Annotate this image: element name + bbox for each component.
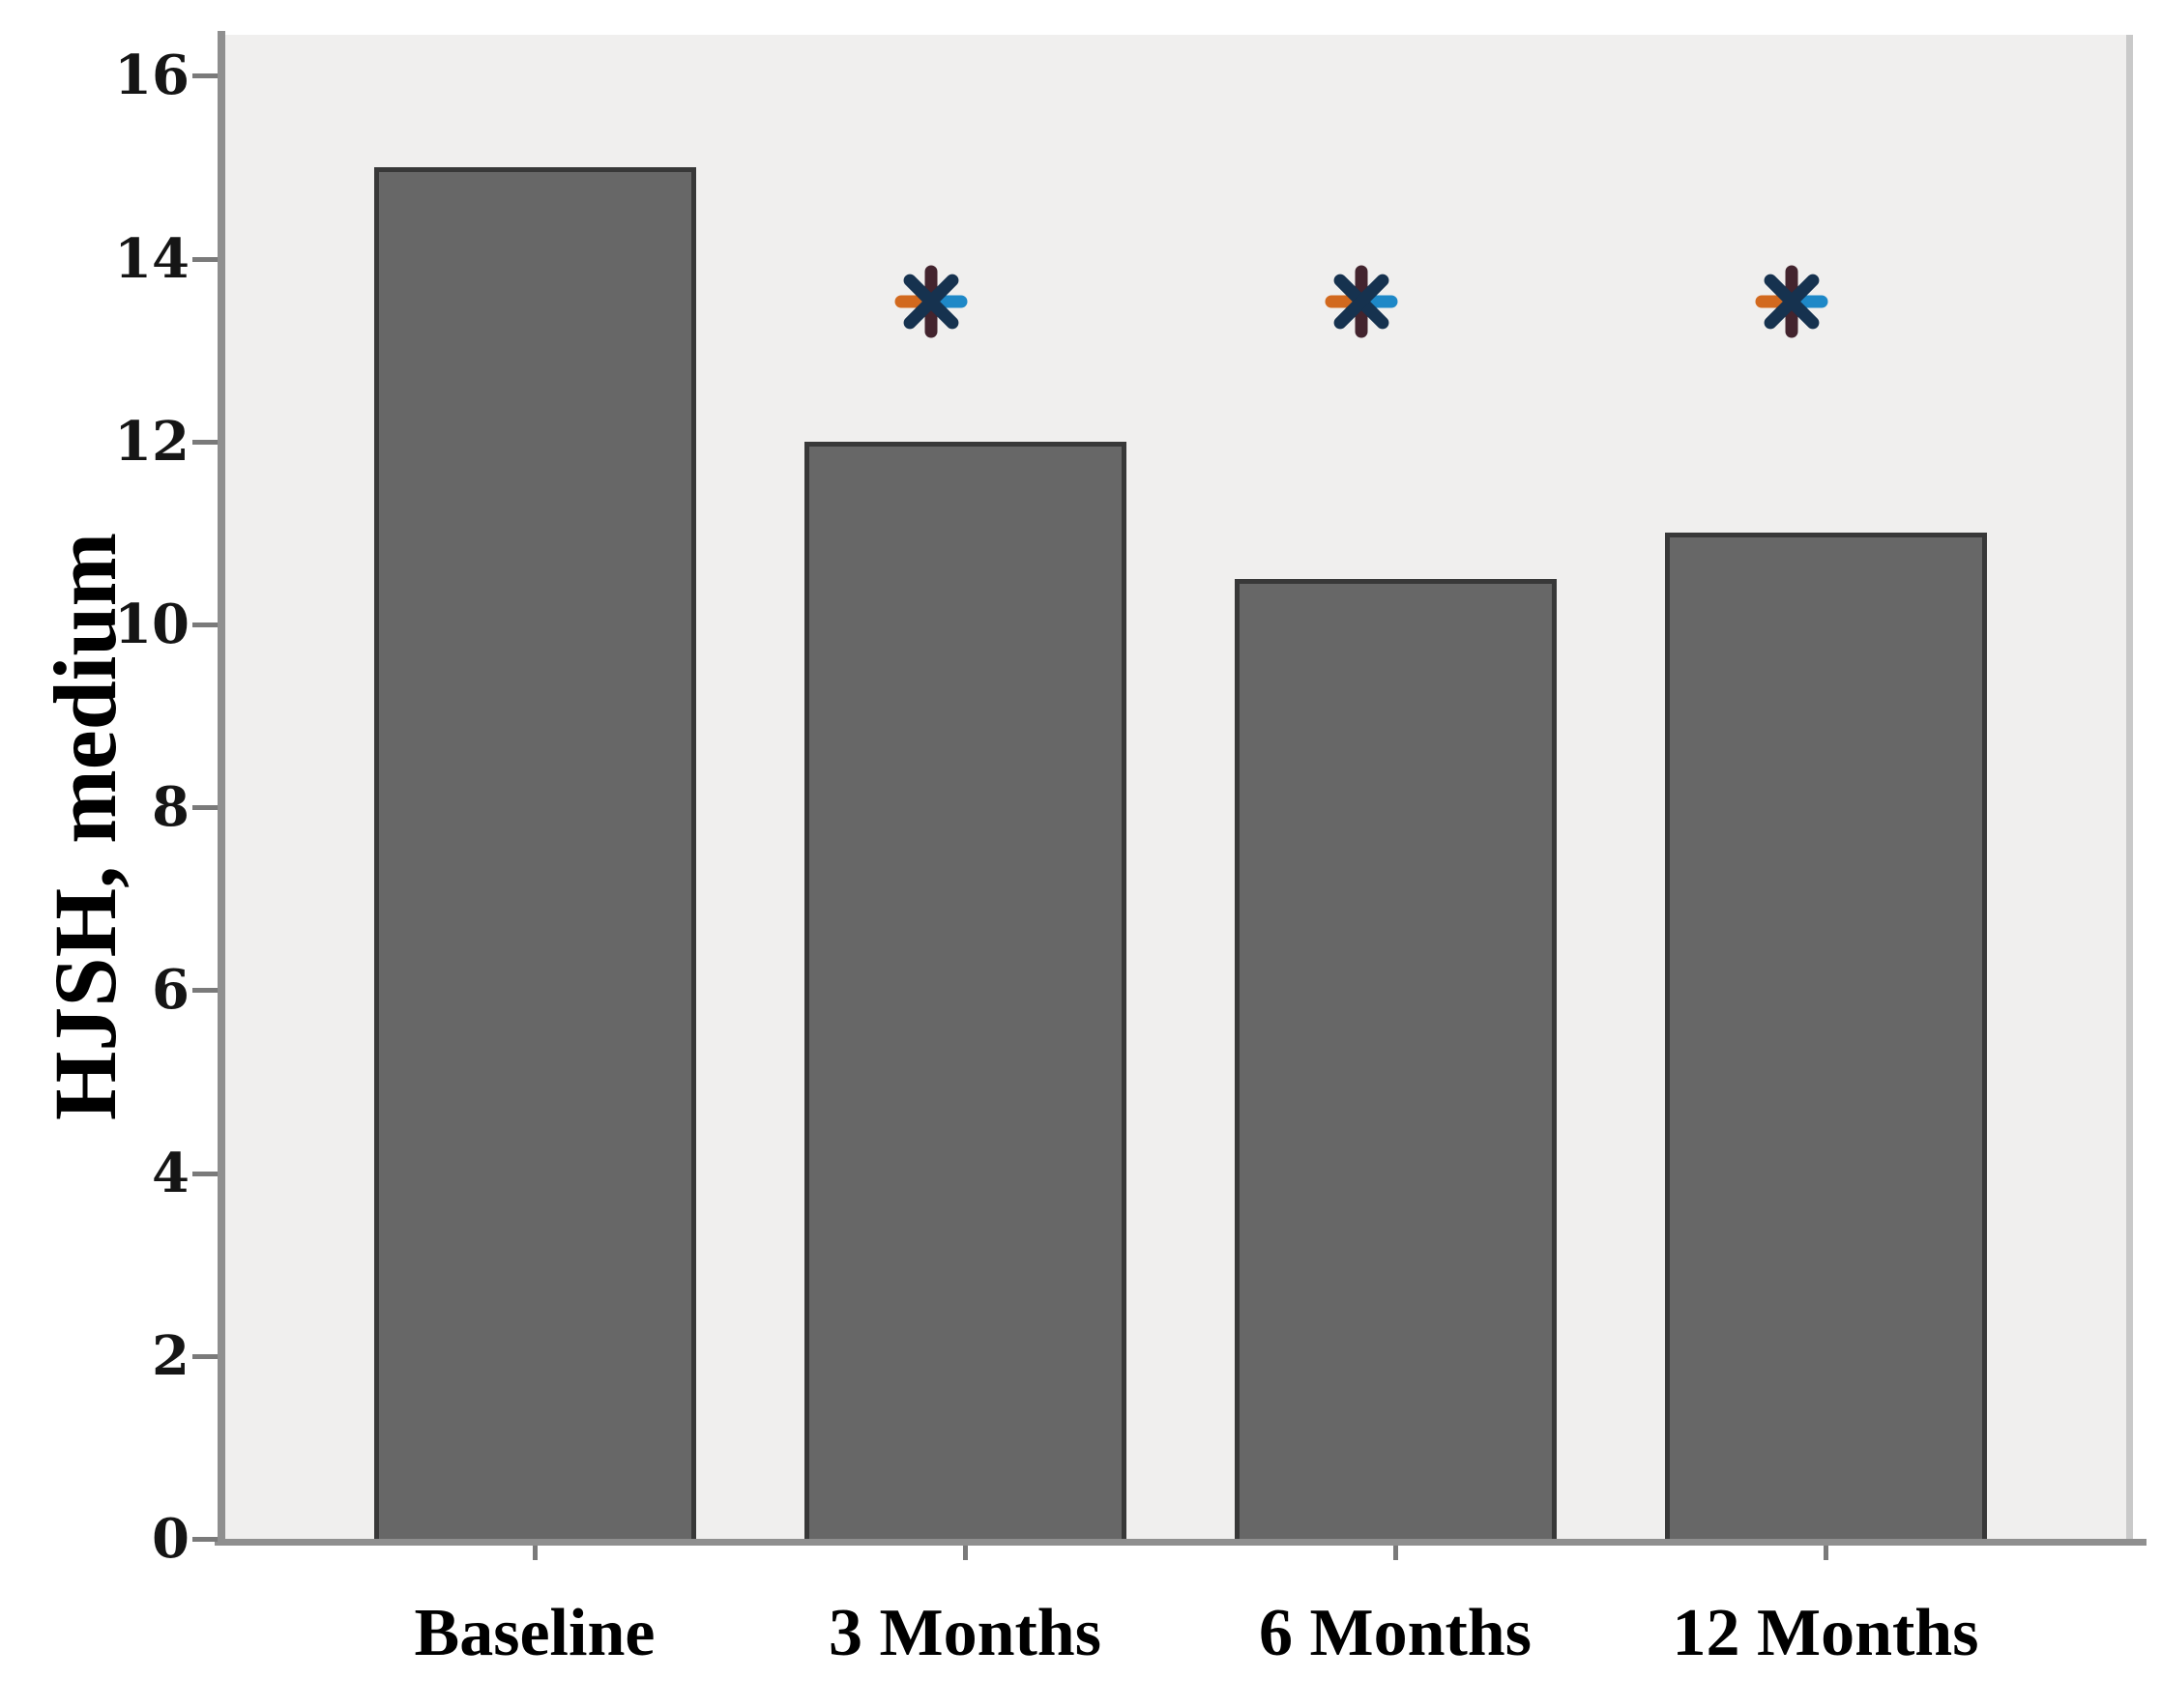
x-axis-tick — [1393, 1546, 1398, 1560]
y-axis-tick-label: 10 — [114, 593, 190, 656]
y-axis-tick — [192, 1171, 218, 1176]
bar-baseline — [373, 167, 696, 1539]
y-axis-tick — [192, 439, 218, 445]
bar-6-months — [1234, 578, 1557, 1539]
y-axis-tick-label: 2 — [152, 1323, 190, 1388]
x-axis-tick — [963, 1546, 968, 1560]
x-axis-label-6-months: 6 Months — [1259, 1596, 1532, 1670]
significance-asterisk-icon — [1755, 265, 1828, 338]
y-axis-tick — [192, 805, 218, 811]
x-axis-tick — [533, 1546, 538, 1560]
y-axis-tick-label: 0 — [152, 1507, 190, 1571]
significance-asterisk-icon — [894, 265, 968, 338]
y-axis-tick — [192, 622, 218, 627]
y-axis-tick — [192, 73, 218, 79]
x-axis-label-3-months: 3 Months — [829, 1596, 1101, 1670]
y-axis-tick — [192, 988, 218, 994]
y-axis-tick — [192, 256, 218, 262]
y-axis-tick-label: 4 — [152, 1141, 190, 1205]
y-axis-tick-label: 14 — [114, 226, 190, 291]
x-axis-line — [215, 1539, 2146, 1546]
y-axis-tick-label: 8 — [152, 775, 190, 840]
y-axis-tick — [192, 1537, 218, 1542]
y-axis-tick — [192, 1353, 218, 1359]
y-axis-line — [218, 31, 225, 1546]
bar-3-months — [803, 441, 1126, 1539]
x-axis-label-baseline: Baseline — [414, 1596, 656, 1670]
bar-12-months — [1664, 533, 1987, 1539]
x-axis-tick — [1824, 1546, 1828, 1560]
y-axis-tick-label: 6 — [152, 958, 190, 1023]
y-axis-tick-label: 12 — [114, 409, 190, 474]
y-axis-tick-label: 16 — [114, 43, 190, 108]
x-axis-label-12-months: 12 Months — [1672, 1596, 1979, 1670]
significance-asterisk-icon — [1325, 265, 1398, 338]
